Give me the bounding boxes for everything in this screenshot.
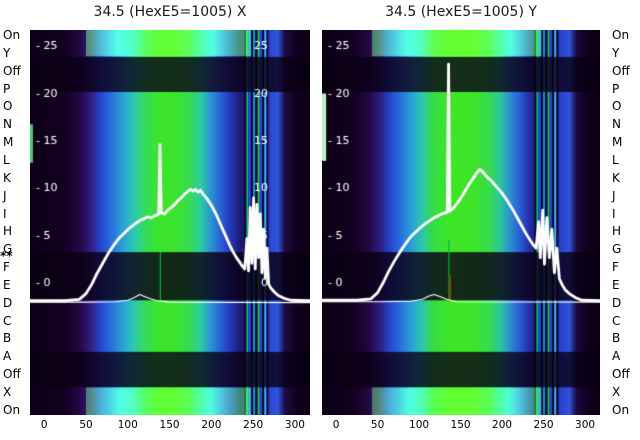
row-label-right: On [612,28,630,42]
row-label-right: Off [612,367,630,382]
x-tick-label: 300 [284,419,305,431]
row-label-right: A [612,349,621,364]
x-tick-label: 0 [332,419,340,431]
row-label-left: M [3,135,14,150]
x-tick-label: 200 [201,419,222,431]
row-label-right: B [612,331,621,346]
row-label-left: H [3,224,13,239]
x-tick-label: 250 [533,419,554,431]
right-heatmap-canvas [322,30,600,415]
right-plot-title: 34.5 (HexE5=1005) Y [385,4,537,20]
row-label-left: Off [3,367,21,382]
row-label-right: G [612,242,622,257]
row-label-right: I [612,206,616,221]
x-tick-label: 150 [159,419,180,431]
row-label-right: O [612,99,622,114]
row-label-left: P [3,81,11,96]
row-label-left: On [3,28,21,42]
row-label-left: L [3,152,10,167]
row-label-left: I [3,206,7,221]
row-label-left: Off [3,63,21,78]
row-label-right: H [612,224,622,239]
row-label-right: F [612,260,619,275]
left-heatmap-canvas [30,30,310,415]
row-label-left: Y [3,45,11,60]
row-label-right: X [612,385,621,399]
row-label-left: K [3,170,11,185]
row-label-left: X [3,385,12,399]
row-label-left: F [3,260,10,275]
x-tick-label: 200 [492,419,513,431]
x-tick-label: 0 [40,419,48,431]
x-tick-label: 100 [409,419,430,431]
x-tick-label: 50 [79,419,93,431]
x-tick-label: 100 [117,419,138,431]
row-label-left: C [3,313,12,328]
row-label-right: E [612,277,620,292]
row-label-right: P [612,81,620,96]
left-plot-title: 34.5 (HexE5=1005) X [93,4,247,20]
row-label-left: J [3,188,7,203]
row-label-right: M [612,135,623,150]
row-label-right: Y [612,45,620,60]
row-label-right: On [612,402,630,417]
x-tick-label: 50 [370,419,385,431]
row-label-left: E [3,277,11,292]
row-label-left: G [3,242,13,257]
row-label-right: J [612,188,616,203]
x-tick-label: 150 [450,419,471,431]
row-label-left: O [3,99,13,114]
row-label-right: C [612,313,621,328]
row-label-right: N [612,117,621,132]
row-label-left: N [3,117,12,132]
row-label-left: On [3,402,21,417]
row-label-right: D [612,295,622,310]
x-tick-label: 300 [575,419,596,431]
row-label-left: A [3,349,12,364]
row-marker-asterisks: ** [0,249,13,263]
row-label-left: B [3,331,12,346]
x-tick-label: 250 [243,419,264,431]
row-label-right: L [612,152,619,167]
row-label-right: K [612,170,620,185]
row-label-right: Off [612,63,630,78]
row-label-left: D [3,295,13,310]
